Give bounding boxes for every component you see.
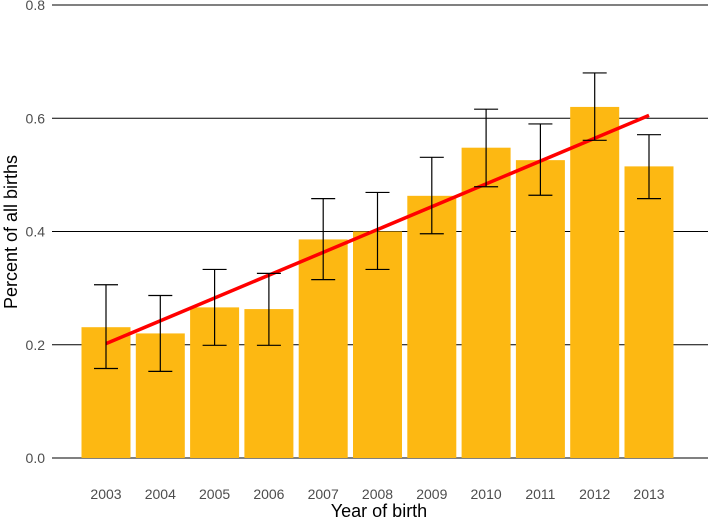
error-bar-2008 — [365, 191, 390, 271]
bar-2010 — [461, 147, 511, 458]
bars — [81, 106, 674, 459]
bar-2012 — [570, 106, 620, 459]
x-tick-label-2004: 2004 — [145, 486, 176, 502]
x-axis-title: Year of birth — [331, 501, 427, 521]
error-bar-2005 — [202, 268, 227, 346]
x-tick-labels: 2003 2004 2005 2006 2007 2008 2009 2010 2011 2012… — [90, 486, 664, 502]
bar-2009 — [407, 195, 457, 459]
y-tick-label: 0.2 — [26, 337, 46, 353]
error-bar-2006 — [256, 272, 281, 346]
y-tick-label: 0.8 — [26, 0, 46, 13]
y-tick-label: 0.6 — [26, 110, 46, 126]
x-tick-label-2008: 2008 — [362, 486, 393, 502]
x-tick-label-2012: 2012 — [579, 486, 610, 502]
error-bar-2007 — [311, 198, 336, 281]
x-tick-label-2013: 2013 — [633, 486, 664, 502]
y-tick-label: 0.0 — [26, 450, 46, 466]
y-axis-title: Percent of all births — [1, 155, 21, 309]
error-bar-2010 — [474, 108, 499, 188]
x-tick-label-2006: 2006 — [253, 486, 284, 502]
x-tick-label-2005: 2005 — [199, 486, 230, 502]
y-tick-labels: 0.0 0.2 0.4 0.6 0.8 — [26, 0, 46, 466]
error-bars — [94, 72, 661, 372]
error-bar-2009 — [419, 156, 444, 235]
error-bar-2003 — [94, 284, 118, 370]
error-bar-2012 — [582, 72, 607, 141]
x-tick-label-2011: 2011 — [525, 486, 555, 502]
x-tick-label-2003: 2003 — [90, 486, 121, 502]
x-tick-label-2009: 2009 — [416, 486, 447, 502]
x-tick-label-2010: 2010 — [471, 486, 502, 502]
x-tick-label-2007: 2007 — [308, 486, 339, 502]
bar-2011 — [515, 160, 565, 458]
error-bar-2011 — [528, 123, 553, 196]
y-tick-label: 0.4 — [26, 224, 46, 240]
error-bar-2013 — [637, 134, 661, 200]
bar-2013 — [624, 166, 674, 458]
error-bar-2004 — [148, 294, 173, 372]
